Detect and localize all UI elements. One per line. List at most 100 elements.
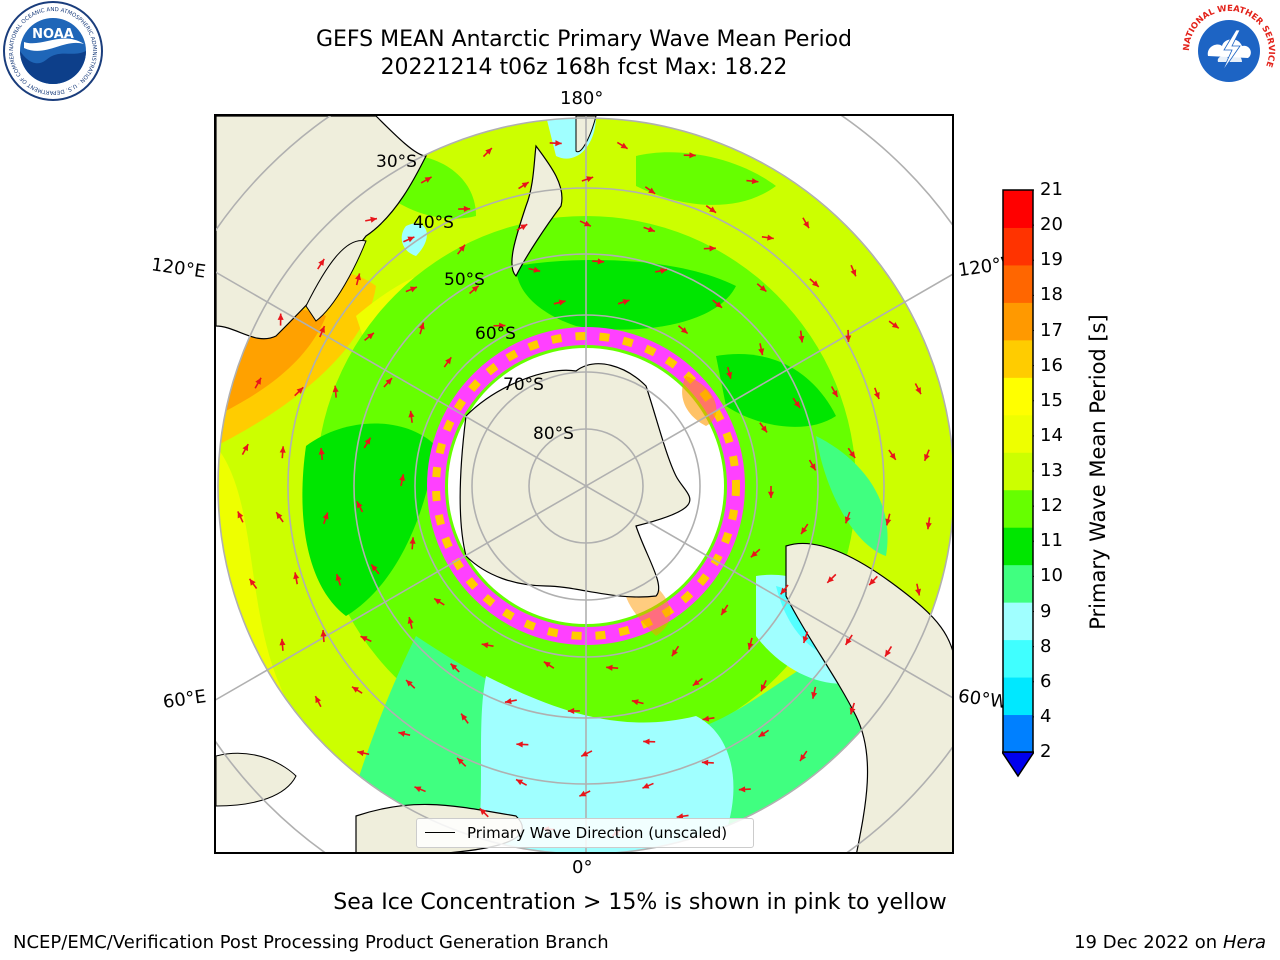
- lon-label-180: 180°: [560, 88, 604, 109]
- wave-arrow-head: [767, 234, 774, 241]
- wave-arrow-head: [558, 299, 566, 306]
- wave-arrow-head: [660, 267, 668, 274]
- lat-label-60s: 60°S: [475, 324, 516, 344]
- colorbar-tick-label: 14: [1040, 424, 1063, 446]
- chart-title: GEFS MEAN Antarctic Primary Wave Mean Pe…: [315, 27, 853, 52]
- footer-date-text: 19 Dec 2022 on: [1074, 932, 1218, 953]
- wave-arrow-head: [414, 786, 422, 793]
- wave-arrow-head: [406, 680, 413, 687]
- wave-arrow-head: [759, 285, 767, 292]
- wave-arrow-head: [811, 691, 818, 699]
- wave-arrow-head: [606, 664, 613, 671]
- wave-arrow-head: [479, 808, 487, 815]
- colorbar-extend-triangle: [1000, 751, 1036, 778]
- wave-arrow-head: [885, 649, 891, 657]
- wave-arrow-head: [780, 587, 787, 595]
- wave-arrow-head: [322, 512, 329, 520]
- nws-logo: NATIONAL WEATHER SERVICE: [1178, 0, 1280, 102]
- wave-arrow-head: [409, 537, 416, 544]
- wave-arrow-head: [889, 452, 896, 460]
- colorbar-segment: [1003, 714, 1033, 753]
- footer-date: 19 Dec 2022 on Hera: [1074, 932, 1266, 953]
- wave-arrow-head: [277, 313, 284, 320]
- colorbar-tick-label: 2: [1040, 741, 1052, 762]
- wave-arrow-head: [457, 757, 464, 765]
- wave-arrow-head: [555, 140, 562, 147]
- lat-label-40s: 40°S: [413, 213, 454, 233]
- wave-arrow-head: [499, 322, 506, 329]
- wave-arrow-head: [721, 608, 728, 616]
- wave-direction-arrows: [237, 140, 932, 837]
- footer-credit: NCEP/EMC/Verification Post Processing Pr…: [13, 932, 609, 953]
- wave-arrow-head: [597, 258, 605, 265]
- wave-arrow-head: [434, 598, 442, 605]
- wave-arrow-head: [581, 750, 589, 757]
- wave-arrow-head: [680, 327, 688, 334]
- wave-arrow-head: [648, 187, 656, 194]
- colorbar-segment: [1003, 414, 1033, 453]
- colorbar-tick-label: 12: [1040, 495, 1063, 517]
- wave-arrow-head: [521, 182, 529, 189]
- wave-arrow-head: [831, 389, 838, 397]
- colorbar-tick-label: 20: [1040, 214, 1063, 236]
- map-legend: Primary Wave Direction (unscaled): [416, 818, 754, 848]
- wave-arrow-head: [424, 176, 432, 183]
- wave-arrow-head: [643, 738, 650, 745]
- colorbar-segment: [1003, 452, 1033, 491]
- wave-arrow-head: [471, 285, 479, 293]
- wave-arrow-head: [647, 226, 655, 233]
- wave-arrow-head: [242, 444, 249, 452]
- colorbar-segment: [1003, 339, 1033, 378]
- colorbar-tick-label: 16: [1040, 354, 1063, 376]
- lon-label-120e: 120°E: [149, 254, 207, 283]
- colorbar-segment: [1003, 377, 1033, 416]
- colorbar-segment: [1003, 527, 1033, 566]
- wave-arrow-head: [319, 326, 325, 334]
- wave-arrow-head: [533, 266, 541, 273]
- wave-arrow-head: [357, 750, 365, 757]
- wave-arrow-head: [800, 754, 807, 761]
- wave-arrow-head: [586, 176, 594, 183]
- lat-label-80s: 80°S: [533, 424, 574, 444]
- lat-label-50s: 50°S: [444, 270, 485, 290]
- wave-arrow-head: [255, 377, 262, 385]
- wave-arrow-head: [249, 578, 256, 586]
- wave-arrow-head: [407, 617, 414, 624]
- wave-arrow-head: [356, 501, 363, 509]
- lon-label-60e: 60°E: [161, 686, 208, 713]
- wave-arrow-head: [351, 686, 359, 693]
- legend-label: Primary Wave Direction (unscaled): [467, 824, 728, 842]
- colorbar-tick-label: 11: [1040, 530, 1063, 552]
- wave-arrow-head: [845, 335, 852, 342]
- colorbar-segment: [1003, 227, 1033, 266]
- wave-arrow-head: [445, 357, 452, 365]
- wave-arrow-head: [407, 236, 415, 243]
- graticule: [216, 116, 952, 852]
- wave-arrow-head: [915, 588, 922, 596]
- wave-arrow-head: [237, 511, 244, 519]
- wave-arrow-head: [279, 638, 286, 646]
- wave-arrow-head: [812, 280, 819, 287]
- south-america-land: [785, 542, 952, 852]
- wave-arrow-head: [450, 663, 458, 671]
- wave-arrow-head: [891, 322, 899, 329]
- wave-arrow-head: [318, 448, 325, 455]
- wave-arrow-head: [802, 636, 809, 643]
- colorbar-segment: [1003, 677, 1033, 716]
- wave-arrow-head: [458, 244, 466, 252]
- noaa-logo-text: NOAA: [32, 27, 74, 42]
- wave-arrow-head: [758, 348, 765, 356]
- wave-arrow-head: [925, 522, 932, 530]
- wave-arrow-head: [485, 148, 492, 155]
- wave-arrow-head: [355, 273, 361, 281]
- colorbar-tick-label: 6: [1040, 670, 1052, 692]
- wave-arrow-head: [399, 474, 406, 482]
- wave-arrow-head: [803, 221, 809, 229]
- wave-arrow-head: [801, 527, 808, 535]
- footer-machine: Hera: [1222, 932, 1266, 953]
- wave-arrow-head: [642, 782, 650, 789]
- wave-arrow-head: [504, 698, 512, 705]
- wave-arrow-head: [520, 224, 528, 231]
- wave-arrow-head: [293, 572, 300, 580]
- colorbar-tick-label: 8: [1040, 635, 1052, 657]
